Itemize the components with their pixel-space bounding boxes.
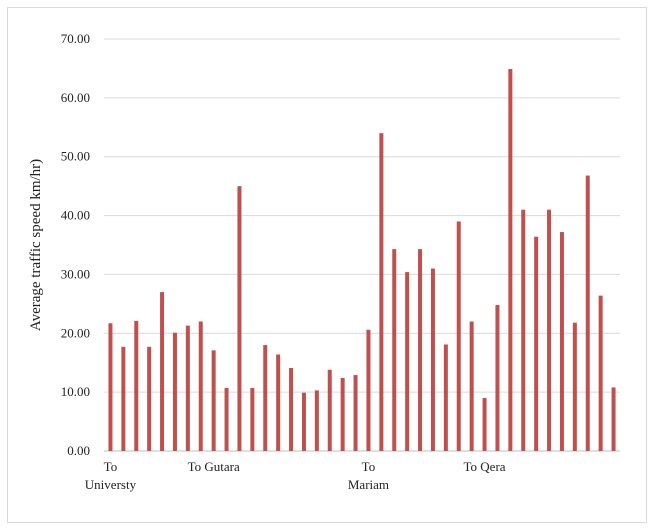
- bar: [263, 345, 268, 451]
- bar: [185, 325, 190, 451]
- gridlines: [104, 38, 620, 452]
- y-tick-label: 30.00: [61, 266, 90, 281]
- bar: [198, 321, 203, 451]
- bar: [366, 329, 371, 451]
- bar: [521, 209, 526, 451]
- bar: [211, 350, 216, 451]
- bar: [598, 295, 603, 451]
- bar: [160, 292, 165, 451]
- x-category-label: To Universty: [85, 459, 137, 492]
- bar: [469, 321, 474, 451]
- y-tick-label: 10.00: [61, 384, 90, 399]
- x-category-label: To Gutara: [188, 459, 240, 474]
- bar: [495, 305, 500, 451]
- bar: [224, 388, 229, 451]
- x-axis-labels: To Universty To Gutara To Mariam To Qera: [85, 459, 506, 492]
- y-tick-label: 20.00: [61, 325, 90, 340]
- bar: [572, 322, 577, 451]
- bar: [611, 387, 616, 451]
- bar: [172, 332, 177, 451]
- bar: [289, 368, 294, 451]
- y-axis-label: Average traffic speed km/hr): [28, 159, 44, 331]
- x-category-label: To Mariam: [348, 459, 389, 492]
- bar: [121, 346, 126, 451]
- bar: [418, 249, 423, 451]
- chart-frame: [7, 7, 647, 523]
- bar: [327, 369, 332, 451]
- y-tick-label: 70.00: [61, 31, 90, 46]
- x-category-label: To Qera: [464, 459, 506, 474]
- bar: [379, 133, 384, 451]
- bar: [250, 388, 255, 451]
- bar: [443, 344, 448, 451]
- bar: [108, 323, 113, 451]
- y-tick-label: 0.00: [67, 443, 90, 458]
- bar: [134, 320, 139, 451]
- bar: [405, 272, 410, 451]
- bar: [314, 390, 319, 451]
- bar: [353, 375, 358, 451]
- bar: [534, 236, 539, 451]
- bar: [276, 354, 281, 451]
- y-tick-label: 50.00: [61, 149, 90, 164]
- y-tick-label: 40.00: [61, 208, 90, 223]
- bar: [508, 69, 513, 451]
- y-tick-label: 60.00: [61, 90, 90, 105]
- bar: [585, 175, 590, 451]
- bar: [430, 268, 435, 451]
- bar: [559, 232, 564, 451]
- bar: [547, 209, 552, 451]
- bars: [108, 69, 616, 451]
- y-axis-ticks: 0.00 10.00 20.00 30.00 40.00 50.00 60.00 70.00: [61, 31, 90, 458]
- bar: [482, 398, 487, 451]
- bar: [456, 221, 461, 451]
- bar: [237, 186, 242, 451]
- bar: [392, 249, 397, 451]
- bar: [147, 346, 152, 451]
- bar: [340, 378, 345, 451]
- bar: [301, 392, 306, 451]
